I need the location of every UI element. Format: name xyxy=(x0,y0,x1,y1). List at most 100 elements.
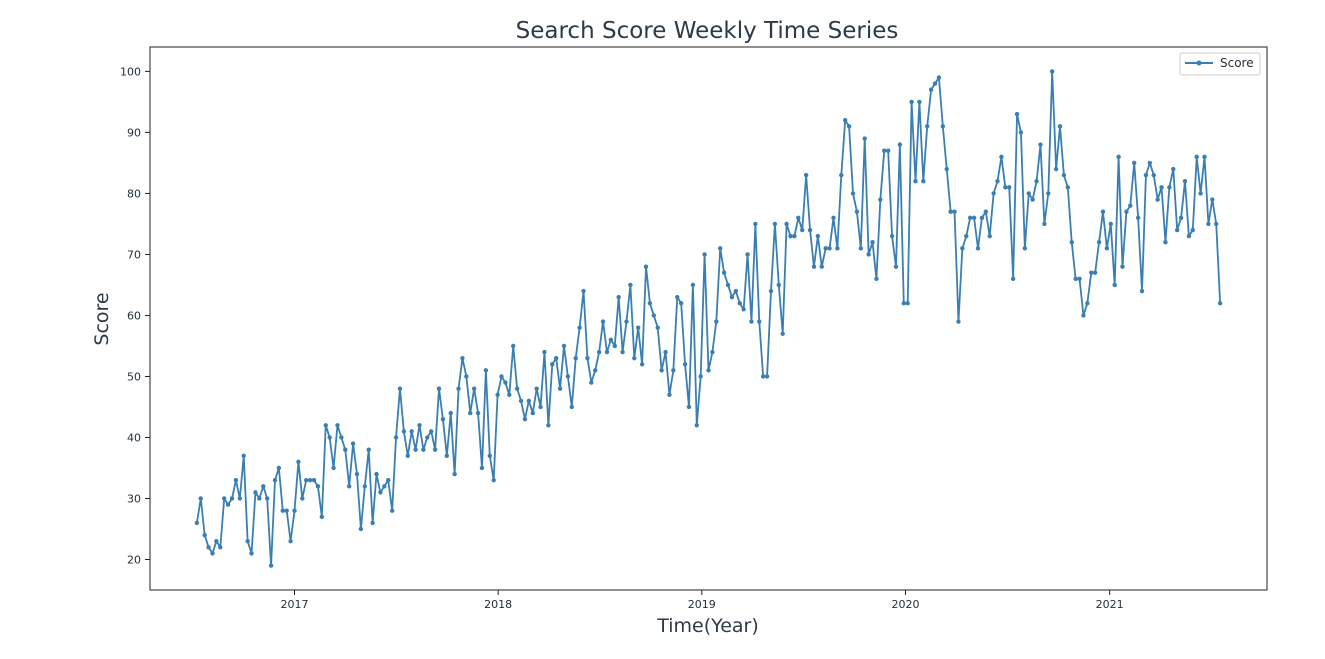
data-point xyxy=(823,246,828,251)
data-point xyxy=(1089,270,1094,275)
data-point xyxy=(194,520,200,526)
data-point xyxy=(511,343,516,349)
x-tick-label: 2019 xyxy=(688,598,716,611)
legend: Score xyxy=(1179,52,1261,76)
data-point xyxy=(675,294,680,300)
data-point xyxy=(323,423,328,428)
data-point xyxy=(233,477,239,483)
data-point xyxy=(311,477,317,483)
data-point xyxy=(948,209,953,214)
data-point xyxy=(245,538,250,544)
data-point xyxy=(608,337,614,343)
data-point xyxy=(1104,246,1110,251)
data-point xyxy=(639,362,645,367)
data-point xyxy=(397,386,403,391)
data-point xyxy=(507,392,512,397)
data-point xyxy=(694,423,699,428)
x-tick-label: 2017 xyxy=(281,598,309,611)
data-point xyxy=(671,368,676,373)
data-point xyxy=(534,386,539,391)
data-point xyxy=(589,380,594,385)
data-point xyxy=(550,362,555,367)
data-point xyxy=(315,484,321,489)
data-point xyxy=(300,496,305,501)
data-point xyxy=(819,264,824,269)
data-point xyxy=(776,282,781,288)
data-point xyxy=(1186,233,1192,239)
data-point xyxy=(971,215,977,221)
data-point xyxy=(1139,288,1145,294)
data-point xyxy=(1096,240,1102,245)
data-point xyxy=(1085,301,1090,306)
data-point xyxy=(913,179,918,184)
data-point xyxy=(350,441,356,446)
data-point xyxy=(378,490,383,495)
x-tick-label: 2018 xyxy=(484,598,512,611)
y-tick-label: 40 xyxy=(127,431,141,444)
data-point xyxy=(882,148,887,153)
data-point xyxy=(346,484,352,489)
data-point xyxy=(202,532,207,538)
data-point xyxy=(1132,160,1137,166)
data-point xyxy=(429,429,434,434)
data-point xyxy=(264,496,270,501)
data-point xyxy=(925,124,930,129)
data-point xyxy=(1159,185,1164,190)
data-point xyxy=(940,124,946,129)
data-point xyxy=(475,410,481,416)
data-point xyxy=(1217,301,1223,306)
data-point xyxy=(557,386,563,391)
data-point xyxy=(874,276,879,282)
data-point xyxy=(831,215,836,221)
data-point xyxy=(1073,276,1078,282)
data-point xyxy=(296,459,301,465)
data-point xyxy=(503,380,508,385)
data-point xyxy=(690,282,696,288)
data-point xyxy=(1120,264,1125,269)
data-point xyxy=(436,386,442,391)
data-point xyxy=(522,416,528,422)
data-point xyxy=(1116,154,1121,160)
data-point xyxy=(628,282,633,288)
data-point xyxy=(241,453,246,458)
data-point xyxy=(432,447,438,452)
data-point xyxy=(706,368,711,373)
data-point xyxy=(1163,240,1168,245)
data-point xyxy=(304,477,309,483)
data-point xyxy=(386,477,391,483)
data-point xyxy=(854,209,860,214)
data-point xyxy=(764,374,770,379)
data-point xyxy=(979,215,985,221)
data-point xyxy=(417,423,422,428)
data-point xyxy=(307,477,313,483)
data-point xyxy=(452,471,457,477)
data-point xyxy=(960,246,965,251)
data-point xyxy=(1171,166,1176,172)
x-tick-label: 2021 xyxy=(1096,598,1124,611)
data-point xyxy=(667,392,672,397)
data-point xyxy=(1030,197,1035,202)
data-point xyxy=(1053,166,1059,172)
data-point xyxy=(721,270,727,275)
data-point xyxy=(538,404,543,410)
data-point xyxy=(815,233,821,239)
data-point xyxy=(585,355,590,361)
data-point xyxy=(268,563,274,568)
data-point xyxy=(319,514,325,519)
data-point xyxy=(952,209,957,214)
data-point xyxy=(1010,276,1016,282)
data-point xyxy=(218,545,223,550)
data-point xyxy=(800,227,805,233)
data-point xyxy=(991,191,996,196)
data-point xyxy=(1182,179,1188,184)
y-tick-label: 20 xyxy=(127,553,141,566)
data-point xyxy=(468,410,473,416)
data-point xyxy=(983,209,988,214)
data-point xyxy=(714,319,719,324)
data-point xyxy=(655,325,660,330)
data-point xyxy=(987,233,992,239)
data-point xyxy=(651,313,657,318)
y-axis-ticks: 20 30 40 50 60 70 80 90 100 xyxy=(120,65,150,566)
